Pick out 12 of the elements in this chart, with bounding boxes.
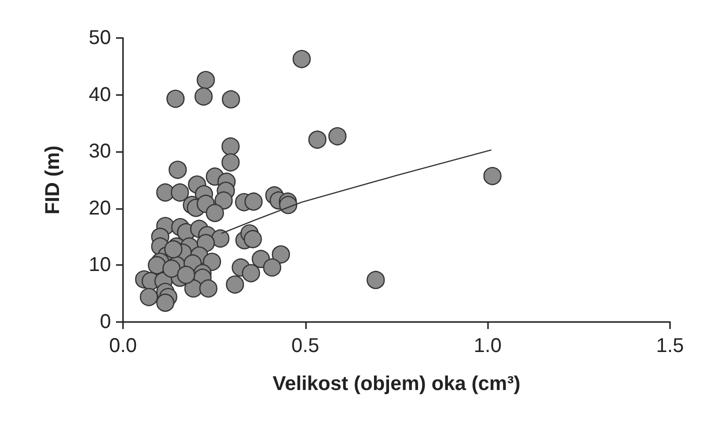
y-tick-label: 50: [88, 27, 111, 49]
x-axis-title: Velikost (objem) oka (cm³): [272, 373, 520, 395]
y-axis-title: FID (m): [42, 146, 64, 214]
y-tick-label: 10: [88, 254, 111, 276]
x-tick-label: 1.0: [474, 335, 502, 357]
y-tick-label: 40: [88, 84, 111, 106]
y-tick-label: 20: [88, 197, 111, 220]
y-tick-label: 0: [100, 311, 111, 333]
x-tick-label: 1.5: [656, 335, 684, 357]
x-tick-label: 0.5: [291, 335, 320, 357]
y-tick-label: 30: [88, 140, 111, 163]
x-tick-label: 0.0: [109, 335, 137, 357]
